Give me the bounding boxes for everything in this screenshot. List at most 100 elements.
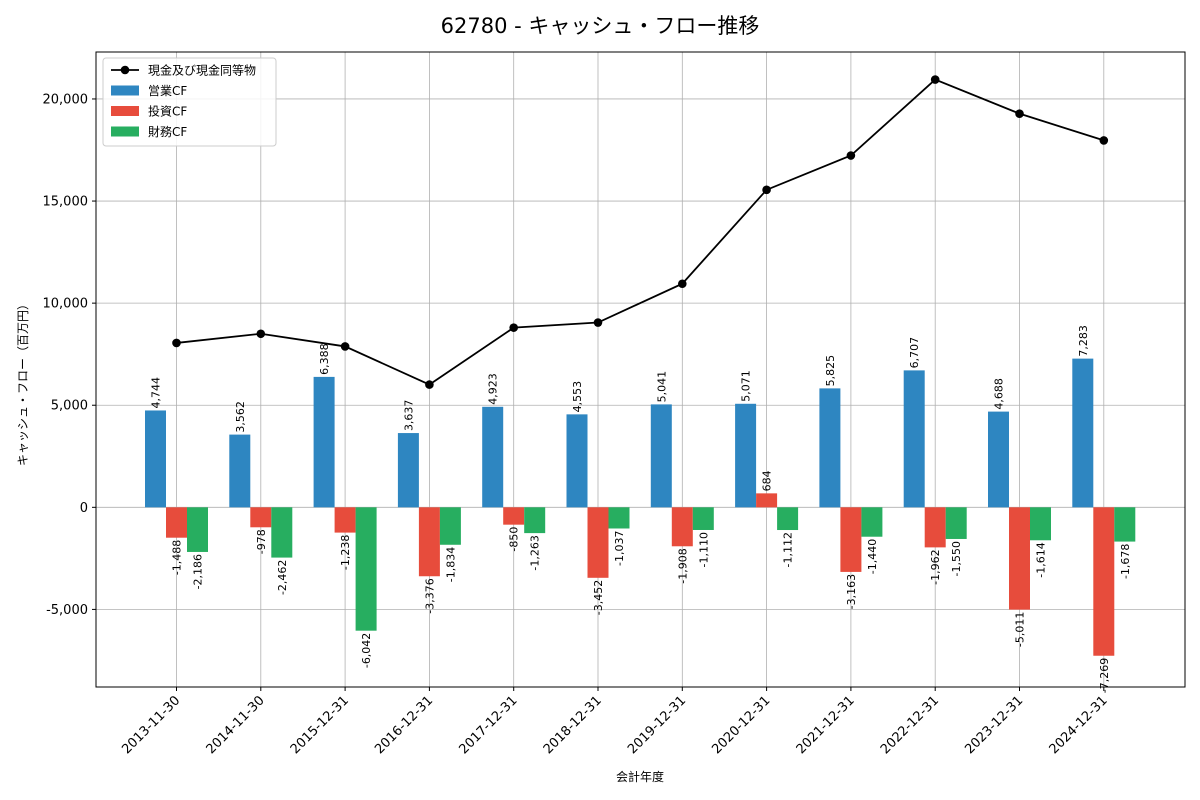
bar — [166, 507, 187, 538]
x-tick-label: 2024-12-31 — [1047, 693, 1111, 757]
bar-value-label: 4,688 — [993, 378, 1006, 410]
bar — [692, 507, 714, 530]
y-tick-label: 20,000 — [43, 92, 89, 107]
bar-value-label: -1,614 — [1035, 542, 1048, 577]
bar-value-label: -1,037 — [613, 530, 626, 565]
x-tick-label: 2015-12-31 — [288, 693, 352, 757]
bar — [355, 507, 377, 631]
bar-value-label: 5,825 — [824, 355, 837, 387]
bar — [1030, 507, 1051, 541]
cash-point — [846, 151, 856, 160]
bar-value-label: -3,376 — [423, 578, 436, 613]
bar-value-label: -1,550 — [950, 541, 963, 576]
cash-point — [509, 323, 518, 332]
bar — [503, 507, 525, 525]
cash-point — [762, 185, 771, 195]
x-tick-label: 2018-12-31 — [541, 693, 605, 757]
bar-value-label: -2,186 — [192, 554, 205, 589]
bar — [271, 507, 293, 558]
chart-title: 62780 - キャッシュ・フロー推移 — [441, 14, 760, 38]
bar-value-label: 7,283 — [1077, 325, 1090, 357]
bar-value-label: -6,042 — [360, 633, 373, 668]
bar — [819, 388, 841, 508]
bar-value-label: 5,071 — [740, 370, 753, 402]
cash-line — [176, 78, 1105, 386]
x-tick-label: 2022-12-31 — [878, 693, 942, 757]
x-tick-label: 2017-12-31 — [456, 693, 520, 757]
bar — [397, 433, 419, 508]
bar-value-label: 3,637 — [402, 400, 415, 432]
legend-label: 投資CF — [148, 104, 187, 119]
x-axis-title: 会計年度 — [616, 769, 664, 784]
bar — [313, 376, 335, 508]
bar — [650, 404, 672, 508]
x-tick-label: 2019-12-31 — [625, 693, 689, 757]
bar-value-label: -1,238 — [339, 535, 352, 570]
x-tick-label: 2020-12-31 — [709, 693, 773, 757]
y-tick-label: 0 — [80, 501, 88, 516]
bar — [988, 411, 1009, 508]
x-tick-label: 2013-11-30 — [119, 693, 183, 757]
y-tick-label: -5,000 — [46, 603, 88, 618]
bar — [735, 403, 757, 508]
bar — [482, 406, 504, 508]
bar-value-label: -1,678 — [1119, 544, 1132, 579]
legend-label: 現金及び現金同等物 — [148, 63, 256, 78]
cash-point — [172, 338, 181, 348]
value-labels-layer: 4,744 3,562 6,388 3,637 4,923 4,553 5,041 5,071… — [150, 325, 1132, 693]
bar-value-label: 4,744 — [150, 377, 163, 409]
bar — [924, 507, 946, 548]
bar-value-label: -1,962 — [929, 549, 942, 584]
bar — [334, 507, 356, 533]
y-axis-title: キャッシュ・フロー（百万円） — [16, 298, 30, 466]
legend-box — [102, 57, 277, 147]
x-tick-label: 2014-11-30 — [204, 693, 268, 757]
bar — [1114, 507, 1136, 542]
bar-value-label: 3,562 — [234, 401, 247, 433]
x-tick-label: 2023-12-31 — [962, 693, 1026, 757]
cash-point — [593, 318, 603, 327]
bar-value-label: 684 — [761, 470, 774, 491]
cash-point — [678, 279, 687, 289]
bar — [840, 507, 862, 572]
bar-value-label: -1,112 — [782, 532, 795, 567]
bar — [1009, 507, 1030, 610]
cash-point — [425, 380, 434, 389]
bar — [524, 507, 546, 534]
bar — [1093, 507, 1115, 656]
bar-value-label: -1,908 — [676, 548, 689, 583]
bar-value-label: 4,553 — [571, 381, 584, 413]
bars-layer — [145, 358, 1136, 656]
bar-value-label: -2,462 — [276, 560, 289, 595]
bar — [439, 507, 461, 545]
line-layer — [172, 75, 1109, 389]
bar — [418, 507, 440, 577]
cash-point — [256, 329, 266, 339]
bar — [250, 507, 272, 528]
bar-value-label: 4,923 — [487, 373, 500, 405]
bar — [587, 507, 609, 578]
legend-marker-swatch — [120, 65, 130, 75]
bar — [945, 507, 967, 539]
bar-value-label: -978 — [255, 529, 268, 554]
bar-value-label: -7,269 — [1098, 658, 1111, 693]
bar-value-label: -1,834 — [444, 547, 457, 582]
legend-bar-swatch — [111, 85, 139, 96]
y-tick-label: 10,000 — [43, 297, 89, 312]
legend-bar-swatch — [111, 126, 139, 137]
bar — [861, 507, 883, 537]
legend-bar-swatch — [111, 106, 139, 116]
legend-label: 財務CF — [148, 124, 187, 139]
grid-layer — [96, 52, 1185, 687]
bar — [756, 493, 778, 508]
bar — [187, 507, 208, 552]
bar-value-label: -850 — [508, 527, 521, 552]
bar-value-label: 6,707 — [908, 337, 921, 369]
cash-point — [930, 75, 940, 84]
bar-value-label: -3,452 — [592, 580, 605, 615]
bar — [1072, 358, 1094, 508]
bar — [608, 507, 630, 529]
cash-point — [1015, 109, 1024, 118]
